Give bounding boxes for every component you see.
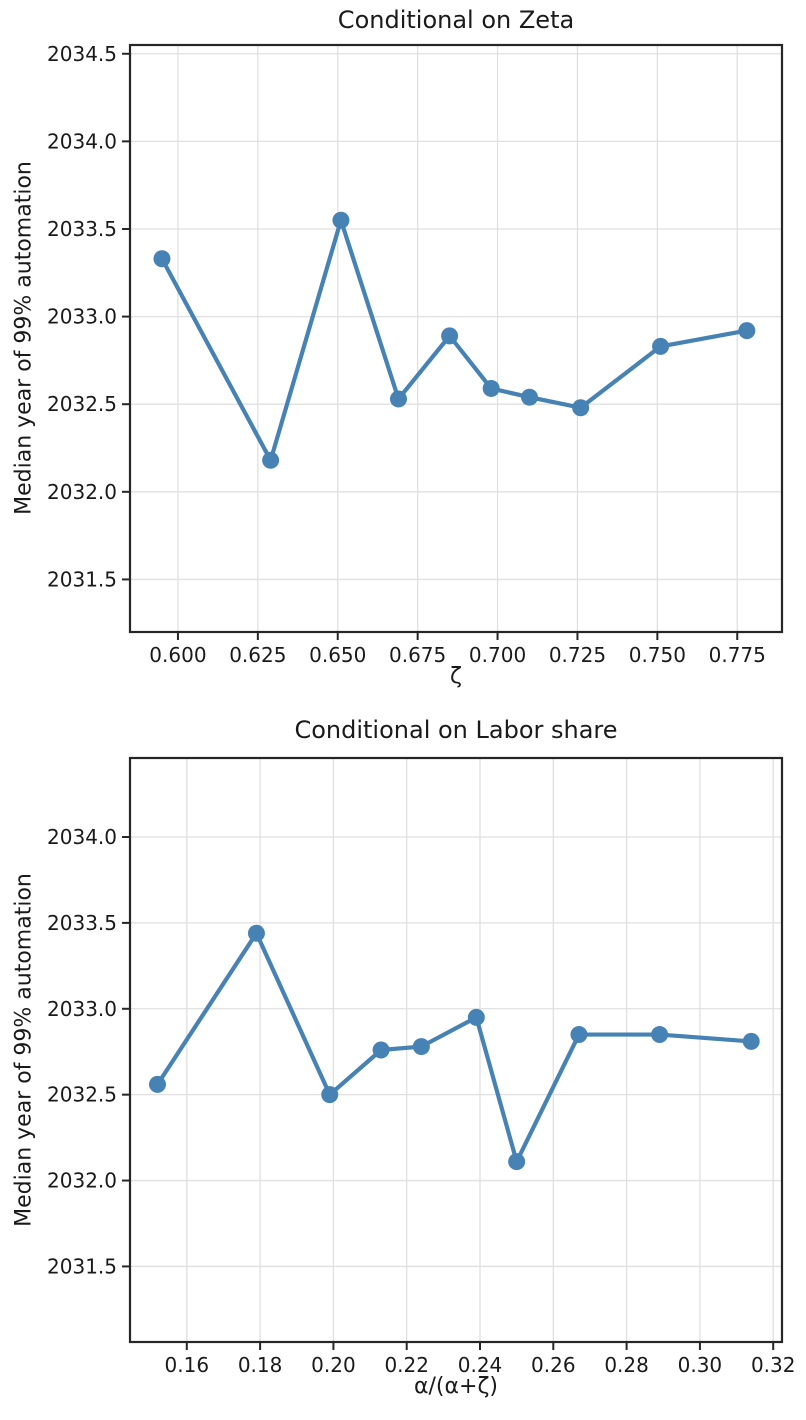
x-tick-label: 0.20 (311, 1353, 356, 1377)
chart-conditional-on-zeta: 0.600 0.625 0.650 0.675 0.700 0.725 0.750 0.775… (0, 0, 806, 700)
x-axis-label: ζ (450, 664, 462, 689)
x-tick-label: 0.700 (469, 643, 526, 667)
data-point (651, 1026, 669, 1044)
y-tick-label: 2033.5 (47, 217, 117, 241)
y-tick-label: 2032.0 (47, 480, 117, 504)
x-tick-label: 0.30 (678, 1353, 723, 1377)
x-tick-label: 0.650 (309, 643, 366, 667)
y-tick-label: 2032.5 (47, 1083, 117, 1107)
x-tick-label: 0.675 (389, 643, 446, 667)
plot-border (128, 43, 784, 634)
data-point (412, 1038, 430, 1056)
data-point (572, 399, 590, 417)
y-tick-label: 2033.5 (47, 911, 117, 935)
x-tick-label: 0.18 (238, 1353, 283, 1377)
data-point (570, 1026, 588, 1044)
y-tick-label: 2031.5 (47, 1254, 117, 1278)
x-axis-label: α/(α+ζ) (414, 1374, 498, 1399)
x-tick-label: 0.625 (229, 643, 286, 667)
x-tick-label: 0.16 (165, 1353, 210, 1377)
data-point (148, 1075, 166, 1093)
data-point (508, 1153, 526, 1171)
y-tick-label: 2034.0 (47, 129, 117, 153)
chart-title: Conditional on Labor share (294, 716, 618, 744)
x-tick-label: 0.775 (709, 643, 766, 667)
data-point (247, 924, 265, 942)
y-tick-label: 2032.0 (47, 1169, 117, 1193)
data-point (467, 1008, 485, 1026)
data-point (738, 322, 756, 340)
data-point (262, 451, 280, 469)
y-tick-label: 2033.0 (47, 997, 117, 1021)
x-tick-label: 0.28 (604, 1353, 649, 1377)
data-point (153, 250, 171, 268)
chart-conditional-on-labor-share: 0.16 0.18 0.20 0.22 0.24 0.26 0.28 0.30 0.32 2031… (0, 700, 806, 1420)
x-tick-label: 0.22 (384, 1353, 429, 1377)
x-tick-label: 0.750 (629, 643, 686, 667)
plot-area-zeta: 0.600 0.625 0.650 0.675 0.700 0.725 0.750 0.775… (47, 42, 784, 667)
y-tick-label: 2031.5 (47, 567, 117, 591)
data-point (389, 390, 407, 408)
plot-area-labor-share: 0.16 0.18 0.20 0.22 0.24 0.26 0.28 0.30 0.32 2031… (47, 756, 796, 1377)
data-point (321, 1086, 339, 1104)
data-line (155, 931, 754, 1164)
y-tick-label: 2032.5 (47, 392, 117, 416)
data-point (372, 1041, 390, 1059)
data-point (742, 1032, 760, 1050)
data-point (521, 388, 539, 406)
data-point (441, 327, 459, 345)
x-tick-label: 0.32 (751, 1353, 796, 1377)
y-tick-label: 2034.5 (47, 42, 117, 66)
plot-border (128, 756, 784, 1344)
y-axis-label: Median year of 99% automation (11, 873, 37, 1227)
x-tick-label: 0.600 (149, 643, 206, 667)
chart-title: Conditional on Zeta (337, 6, 575, 34)
x-tick-label: 0.725 (549, 643, 606, 667)
data-point (332, 211, 350, 229)
x-tick-label: 0.24 (458, 1353, 503, 1377)
y-axis-label: Median year of 99% automation (11, 161, 37, 515)
y-tick-label: 2033.0 (47, 305, 117, 329)
x-tick-label: 0.26 (531, 1353, 576, 1377)
data-point (482, 379, 500, 397)
data-point (652, 337, 670, 355)
y-tick-label: 2034.0 (47, 825, 117, 849)
data-line (159, 218, 749, 463)
